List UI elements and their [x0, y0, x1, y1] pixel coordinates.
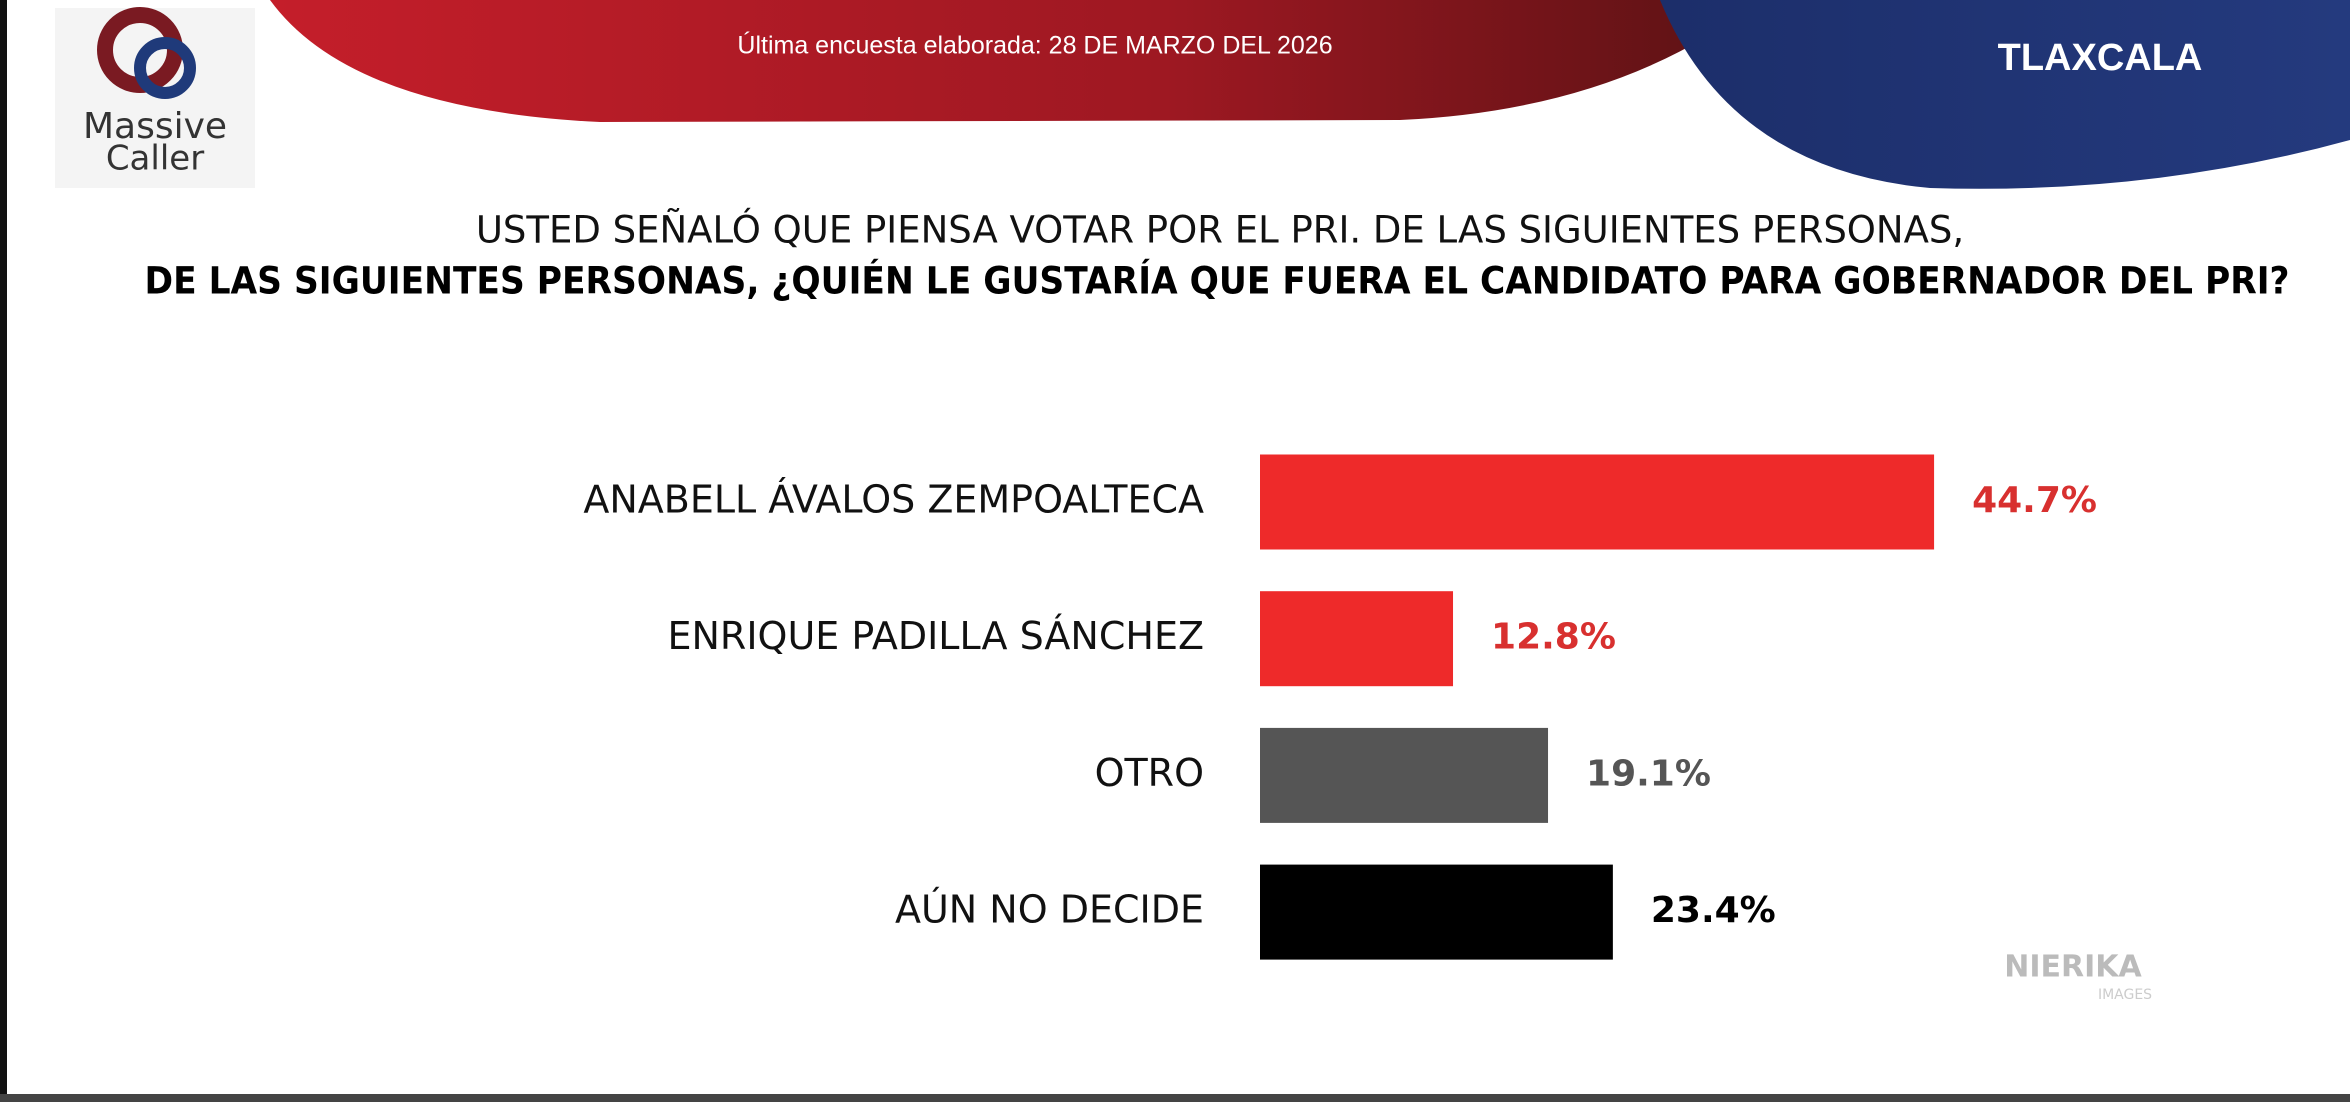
bottom-edge: [0, 1094, 2350, 1102]
chart-subtitle: DE LAS SIGUIENTES PERSONAS, ¿QUIÉN LE GU…: [145, 259, 2290, 303]
value-label: 23.4%: [1651, 890, 1776, 931]
category-label: ANABELL ÁVALOS ZEMPOALTECA: [583, 478, 1204, 522]
logo-bg: [55, 8, 255, 188]
logo-text: Caller: [106, 139, 204, 179]
left-edge: [0, 0, 7, 1102]
category-label: ENRIQUE PADILLA SÁNCHEZ: [668, 614, 1205, 658]
logo-text: Massive: [83, 106, 227, 147]
value-label: 19.1%: [1586, 753, 1711, 794]
bar: [1260, 864, 1613, 960]
bar: [1260, 591, 1454, 687]
bar: [1260, 454, 1935, 550]
category-label: AÚN NO DECIDE: [895, 888, 1204, 932]
logo-ring: [134, 37, 196, 99]
chart-title: USTED SEÑALÓ QUE PIENSA VOTAR POR EL PRI…: [476, 208, 1964, 252]
value-label: 12.8%: [1491, 617, 1616, 658]
header-blue: [1660, 0, 2350, 189]
header-red: [270, 0, 1760, 122]
watermark-sub: IMAGES: [2098, 987, 2152, 1003]
survey-date: Última encuesta elaborada: 28 DE MARZO D…: [737, 31, 1332, 60]
category-label: OTRO: [1095, 751, 1204, 795]
value-label: 44.7%: [1972, 480, 2097, 521]
logo: Massive Caller: [55, 7, 255, 188]
bar: [1260, 727, 1549, 823]
watermark: NIERIKA: [2004, 950, 2142, 985]
region: TLAXCALA: [1998, 37, 2203, 79]
